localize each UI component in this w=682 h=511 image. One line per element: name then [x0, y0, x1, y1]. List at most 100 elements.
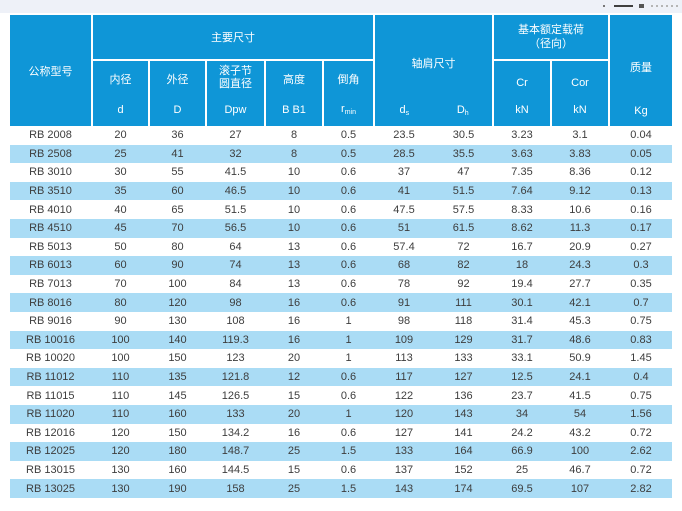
cell-model: RB 2508 [29, 147, 72, 160]
cell-load-cr: 18 [515, 259, 529, 272]
cell-outer-diameter: 145 [168, 389, 187, 402]
cell-pitch-diameter-dpw: 46.5 [224, 185, 247, 198]
cell-shoulder-ds: 28.5 [393, 147, 415, 160]
cell-bore-d: 110 [111, 371, 130, 384]
cell-model: RB 4510 [29, 222, 72, 235]
cell-load-cr: 8.33 [511, 203, 533, 216]
cell-shoulder-dh: 30.5 [452, 129, 475, 142]
header-roller-pitch-diameter: 滚子节 圆直径 Dpw [207, 61, 264, 126]
fragment-dotted-line [656, 5, 658, 7]
cell-shoulder-dh: 82 [457, 259, 470, 272]
load-rating-line2: （径向） [529, 38, 573, 50]
cell-bore-d: 100 [111, 352, 130, 365]
cell-load-cor: 11.3 [569, 222, 591, 235]
cell-pitch-diameter-dpw: 121.8 [221, 371, 250, 384]
cell-load-cr: 3.23 [511, 129, 533, 142]
cell-height-b: 16 [287, 296, 301, 309]
cell-load-cr: 24.2 [511, 426, 533, 439]
header-height: 高度 B B1 [266, 61, 322, 126]
fragment-dash-icon [614, 5, 633, 7]
cell-outer-diameter: 180 [168, 445, 187, 458]
cell-mass-kg: 0.04 [630, 129, 652, 142]
cell-model: RB 10020 [26, 352, 75, 365]
cell-shoulder-ds: 137 [394, 463, 414, 476]
cell-height-b: 10 [287, 166, 301, 179]
cell-shoulder-ds: 51 [397, 222, 411, 235]
cell-pitch-diameter-dpw: 108 [226, 315, 245, 328]
cell-outer-diameter: 60 [171, 185, 184, 198]
cell-shoulder-ds: 37 [397, 166, 411, 179]
shoulder-dimensions-label: 轴肩尺寸 [411, 58, 456, 70]
table-row: RB 11020 110 160 133 20 1 120 143 34 54 1.56 [10, 404, 672, 424]
cell-load-cr: 3.63 [511, 147, 533, 160]
cell-chamfer-rmin: 0.6 [340, 389, 357, 402]
load-rating-line1: 基本额定载荷 [518, 23, 584, 36]
mass-label: 质量 [630, 62, 652, 74]
cell-chamfer-rmin: 0.6 [340, 278, 357, 291]
cell-load-cr: 16.7 [511, 240, 533, 253]
cell-height-b: 8 [290, 129, 298, 142]
cell-bore-d: 80 [114, 296, 127, 309]
table-body: RB 2008 20 36 27 8 0.5 23.5 30.5 3.23 3.1 0.04 RB 2… [10, 126, 672, 498]
symbol-dh: Dh [456, 104, 469, 117]
chamfer-label: 倒角 [337, 74, 360, 86]
cell-chamfer-rmin: 0.5 [340, 147, 357, 160]
cell-shoulder-ds: 23.5 [393, 129, 415, 142]
cell-model: RB 7013 [29, 278, 72, 291]
cor-label: Cor [571, 77, 589, 89]
cell-mass-kg: 2.82 [630, 482, 652, 495]
cell-load-cor: 20.9 [569, 240, 591, 253]
cell-height-b: 20 [287, 408, 301, 421]
cell-height-b: 16 [287, 315, 301, 328]
cell-chamfer-rmin: 1 [345, 315, 352, 328]
header-basic-load-rating: 基本额定载荷 （径向） [494, 15, 608, 59]
cell-outer-diameter: 130 [168, 315, 187, 328]
cell-outer-diameter: 80 [171, 240, 184, 253]
height-label: 高度 [283, 74, 305, 86]
cell-chamfer-rmin: 0.6 [340, 222, 357, 235]
cell-shoulder-dh: 152 [454, 463, 473, 476]
header-mass: 质量 Kg [610, 15, 672, 126]
fragment-dotted-line [676, 5, 678, 7]
cell-load-cor: 24.1 [569, 371, 591, 384]
cell-outer-diameter: 150 [168, 352, 187, 365]
cell-chamfer-rmin: 1.5 [340, 445, 357, 458]
cell-mass-kg: 0.05 [630, 147, 652, 160]
cell-pitch-diameter-dpw: 41.5 [224, 166, 247, 179]
cell-load-cr: 31.7 [511, 333, 533, 346]
cell-height-b: 10 [287, 185, 301, 198]
cell-load-cr: 12.5 [511, 371, 533, 384]
fragment-dot-icon [603, 5, 605, 7]
cell-chamfer-rmin: 0.6 [340, 185, 357, 198]
cell-load-cr: 66.9 [511, 445, 533, 458]
cell-pitch-diameter-dpw: 148.7 [221, 445, 250, 458]
cell-load-cr: 69.5 [511, 482, 533, 495]
cell-load-cor: 41.5 [569, 389, 591, 402]
cell-shoulder-ds: 47.5 [393, 203, 415, 216]
cell-model: RB 6013 [29, 259, 72, 272]
header-shoulder-dimensions: 轴肩尺寸 ds Dh [375, 15, 492, 126]
table-row: RB 8016 80 120 98 16 0.6 91 111 30.1 42.1 0.7 [10, 293, 672, 312]
cell-load-cr: 8.62 [511, 222, 533, 235]
cell-pitch-diameter-dpw: 123 [226, 352, 245, 365]
cell-mass-kg: 0.12 [630, 166, 652, 179]
cell-pitch-diameter-dpw: 98 [229, 296, 242, 309]
cell-height-b: 16 [287, 333, 301, 346]
cell-load-cor: 43.2 [569, 426, 591, 439]
cell-model: RB 13025 [26, 482, 75, 495]
header-main-dimensions: 主要尺寸 [93, 15, 373, 59]
cell-load-cor: 27.7 [569, 278, 591, 291]
cell-mass-kg: 2.62 [630, 445, 652, 458]
cell-bore-d: 60 [114, 259, 127, 272]
cell-shoulder-dh: 136 [454, 389, 473, 402]
cell-shoulder-dh: 61.5 [452, 222, 475, 235]
symbol-dpw: Dpw [224, 104, 247, 117]
cell-chamfer-rmin: 1 [345, 333, 352, 346]
cell-model: RB 12025 [26, 445, 75, 458]
cell-shoulder-dh: 141 [454, 426, 473, 439]
cell-load-cr: 7.35 [511, 166, 533, 179]
cell-shoulder-dh: 92 [457, 278, 470, 291]
cell-shoulder-ds: 127 [394, 426, 414, 439]
cell-pitch-diameter-dpw: 144.5 [221, 463, 250, 476]
cell-chamfer-rmin: 0.6 [340, 240, 357, 253]
